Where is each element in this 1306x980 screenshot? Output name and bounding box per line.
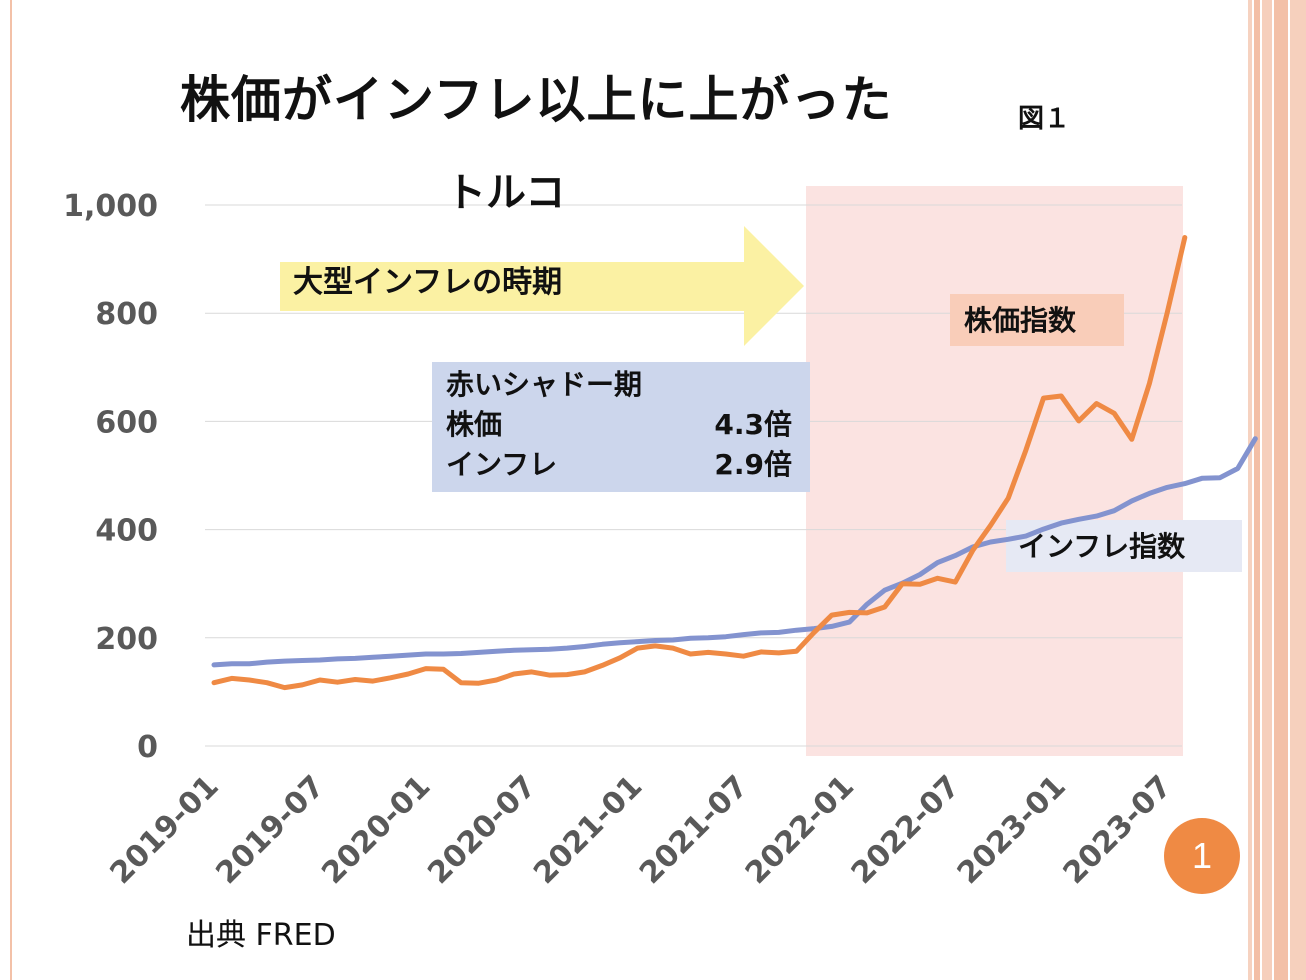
x-tick-label: 2019-07 xyxy=(209,769,331,891)
period-arrow-shape xyxy=(280,226,804,346)
period-arrow-label: 大型インフレの時期 xyxy=(293,265,562,300)
x-tick-label: 2022-01 xyxy=(739,769,861,891)
stock-series-label: 株価指数 xyxy=(950,294,1124,346)
x-tick-label: 2020-01 xyxy=(315,769,437,891)
stock-series-label-text: 株価指数 xyxy=(964,304,1077,337)
y-tick-label: 1,000 xyxy=(63,189,158,224)
shadow-stats-heading: 赤いシャドー期 xyxy=(446,368,642,401)
x-axis-tick-labels: 2019-012019-072020-012020-072021-012021-… xyxy=(104,769,1179,891)
right-decorative-stripes xyxy=(1248,0,1306,980)
x-tick-label: 2021-01 xyxy=(527,769,649,891)
x-tick-label: 2023-07 xyxy=(1057,769,1179,891)
shadow-stats-box-bg xyxy=(432,362,810,492)
shadow-stats-stock-label: 株価 xyxy=(446,408,502,441)
y-tick-label: 200 xyxy=(95,622,158,657)
x-tick-label: 2021-07 xyxy=(633,769,755,891)
series-line-inflation xyxy=(211,436,1258,668)
y-tick-label: 0 xyxy=(137,730,158,765)
country-subtitle: トルコ xyxy=(446,170,566,216)
x-tick-label: 2022-07 xyxy=(845,769,967,891)
period-arrow: 大型インフレの時期 xyxy=(280,226,804,346)
inflation-series-label: インフレ指数 xyxy=(1006,520,1242,572)
y-tick-label: 600 xyxy=(95,405,158,440)
slide-title: 株価がインフレ以上に上がった xyxy=(180,71,893,129)
page-number-badge: 1 xyxy=(1164,818,1240,894)
shadow-stats-inflation-value: 2.9倍 xyxy=(714,448,792,481)
y-tick-label: 400 xyxy=(95,514,158,549)
shadow-stats-inflation-label: インフレ xyxy=(446,448,557,481)
shaded-period xyxy=(806,186,1183,756)
shadow-stats-stock-value: 4.3倍 xyxy=(714,408,792,441)
stock-series-label-bg xyxy=(950,294,1124,346)
series-line-stock xyxy=(211,235,1188,691)
inflation-series-label-text: インフレ指数 xyxy=(1018,530,1186,563)
x-tick-label: 2020-07 xyxy=(421,769,543,891)
left-border-rule xyxy=(10,0,12,980)
x-tick-label: 2023-01 xyxy=(951,769,1073,891)
figure-label: 図１ xyxy=(1018,104,1071,134)
y-tick-label: 800 xyxy=(95,297,158,332)
y-axis-tick-labels: 0 200 400 600 800 1,000 xyxy=(63,189,158,765)
shadow-stats-box: 赤いシャドー期 株価 4.3倍 インフレ 2.9倍 xyxy=(432,362,810,492)
x-tick-label: 2019-01 xyxy=(104,769,226,891)
source-note: 出典 FRED xyxy=(186,918,336,953)
